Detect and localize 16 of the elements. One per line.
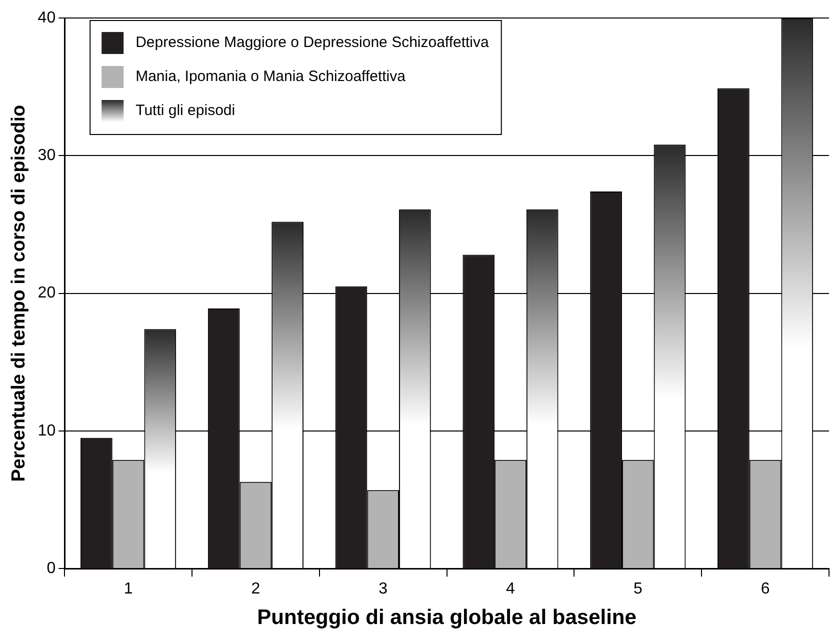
y-tick-label: 40 <box>38 9 56 26</box>
y-tick-label: 10 <box>38 422 56 440</box>
legend-label: Mania, Ipomania o Mania Schizoaffettiva <box>136 68 406 86</box>
y-tick-label: 20 <box>38 284 56 302</box>
x-tick-label: 5 <box>633 580 642 598</box>
x-tick-label: 4 <box>506 580 516 598</box>
x-tick-label: 6 <box>760 580 770 598</box>
y-tick-label: 30 <box>38 147 56 164</box>
y-tick-label: 0 <box>46 560 56 578</box>
legend-label: Depressione Maggiore o Depressione Schizoaffettiva <box>136 34 490 52</box>
x-tick-label: 1 <box>124 580 133 598</box>
y-axis-title: Percentuale di tempo in corso di episodio <box>8 104 30 482</box>
x-tick-label: 3 <box>378 580 388 598</box>
legend-label: Tutti gli episodi <box>136 102 236 120</box>
x-tick-label: 2 <box>251 580 260 598</box>
x-axis-title: Punteggio di ansia globale al baseline <box>257 606 636 630</box>
